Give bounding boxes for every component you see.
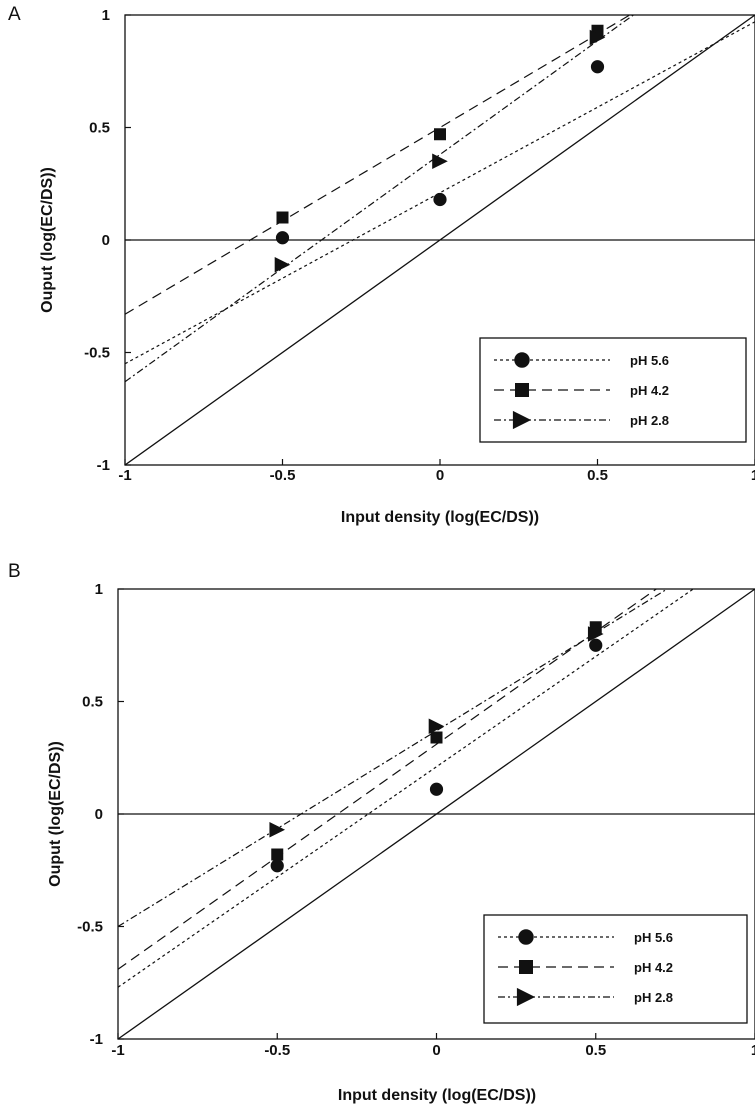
panel-a-y-axis-label: Ouput (log(EC/DS)) (39, 167, 56, 313)
panel-a-legend-marker-2 (512, 410, 532, 430)
panel-a-legend-label-1: pH 4.2 (630, 383, 669, 398)
panel-b-y-tick-label-2: 0 (95, 806, 103, 823)
panel-a-lines (125, 15, 755, 465)
panel-a-legend: pH 5.6 pH 4.2 pH 2.8 (479, 337, 747, 443)
panel-b-identity-line (118, 589, 755, 1039)
panel-a: A -1 -0.5 0 0.5 1 -1 -0.5 0 0.5 1 pH 5.6 pH 4.2 pH 2… (8, 4, 755, 526)
panel-a-legend-marker-1 (515, 383, 529, 397)
panel-a-content: -1 -0.5 0 0.5 1 -1 -0.5 0 0.5 1 pH 5.6 pH 4.2 pH 2.8 (84, 7, 755, 484)
panel-b-x-tick-label-3: 0.5 (585, 1042, 606, 1059)
panel-b-x-tick-label-0: -1 (111, 1042, 124, 1059)
panel-b-series-0-point-2 (589, 638, 603, 652)
panel-a-legend-label-2: pH 2.8 (630, 413, 669, 428)
panel-a-identity-line (125, 15, 755, 465)
panel-a-x-tick-label-4: 1 (751, 467, 755, 484)
panel-b-y-tick-label-0: -1 (90, 1031, 103, 1048)
panel-b-series-1-point-1 (430, 731, 443, 744)
panel-a-legend-marker-0 (514, 352, 530, 368)
panel-b-y-axis-label: Ouput (log(EC/DS)) (47, 741, 64, 887)
panel-a-y-tick-label-2: 0 (102, 232, 110, 249)
panel-a-x-axis-label: Input density (log(EC/DS)) (341, 509, 539, 526)
panel-b-series-2-point-1 (428, 718, 445, 735)
panel-b-legend-marker-2 (516, 987, 536, 1007)
panel-b-y-tick-label-3: 0.5 (82, 694, 103, 711)
panel-b-series-1-point-0 (271, 848, 284, 861)
panel-a-x-tick-label-3: 0.5 (587, 467, 608, 484)
panel-b-x-tick-label-1: -0.5 (264, 1042, 290, 1059)
panel-b-series-0-point-1 (429, 782, 444, 796)
panel-b-fit-line-1 (118, 589, 658, 970)
panel-a-y-tick-label-1: -0.5 (84, 345, 110, 362)
panel-a-y-tick-label-4: 1 (102, 7, 110, 24)
panel-b-legend-label-0: pH 5.6 (634, 930, 673, 945)
panel-b-series-2-point-2 (587, 626, 604, 642)
panel-a-x-tick-label-0: -1 (118, 467, 131, 484)
panel-b: B -1 -0.5 0 0.5 1 -1 -0.5 0 0.5 1 pH 5.6 pH 4.2 pH 2… (8, 561, 755, 1104)
panel-b-lines (118, 589, 755, 1039)
panel-a-series-0-point-2 (590, 60, 605, 74)
panel-b-series-0-point-0 (270, 859, 284, 873)
panel-b-label: B (8, 561, 21, 582)
panel-b-x-tick-label-2: 0 (432, 1042, 440, 1059)
panel-b-content: -1 -0.5 0 0.5 1 -1 -0.5 0 0.5 1 pH 5.6 pH 4.2 pH 2.8 (77, 581, 755, 1059)
panel-a-series-2-point-1 (432, 153, 448, 170)
panel-b-series-2-point-0 (269, 821, 286, 838)
panel-b-legend-marker-1 (519, 960, 533, 974)
panel-b-legend-label-2: pH 2.8 (634, 990, 673, 1005)
panel-b-legend-label-1: pH 4.2 (634, 960, 673, 975)
panel-a-y-tick-label-3: 0.5 (89, 120, 110, 137)
panel-a-series-1-point-1 (434, 128, 446, 141)
panel-b-x-axis-label: Input density (log(EC/DS)) (338, 1087, 536, 1104)
panel-a-y-tick-label-0: -1 (97, 457, 110, 474)
panel-a-series-2-point-0 (274, 256, 291, 273)
panel-b-y-tick-label-4: 1 (95, 581, 103, 598)
panel-a-series-2-point-2 (589, 29, 606, 46)
panel-a-series-1-point-0 (276, 211, 289, 224)
panel-a-legend-label-0: pH 5.6 (630, 353, 669, 368)
panel-a-label: A (8, 4, 21, 25)
panel-b-fit-line-2 (118, 589, 669, 928)
panel-b-legend: pH 5.6 pH 4.2 pH 2.8 (483, 914, 748, 1024)
panel-a-x-tick-label-2: 0 (436, 467, 444, 484)
panel-b-x-tick-label-4: 1 (751, 1042, 755, 1059)
panel-a-series-0-point-0 (275, 231, 290, 245)
panel-a-x-tick-label-1: -0.5 (270, 467, 296, 484)
panel-b-legend-marker-0 (518, 929, 534, 945)
panel-a-series-0-point-1 (433, 192, 447, 207)
panel-b-y-tick-label-1: -0.5 (77, 919, 103, 936)
